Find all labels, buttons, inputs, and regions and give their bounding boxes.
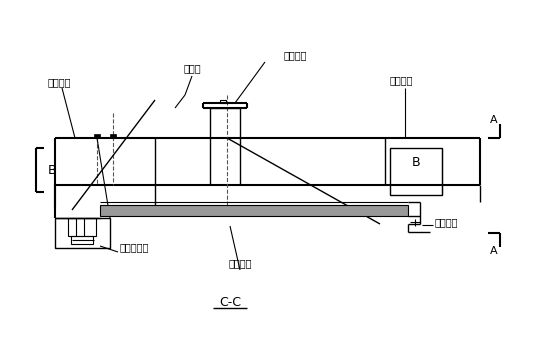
Text: C-C: C-C [219, 295, 241, 309]
Text: 液压装置: 液压装置 [228, 258, 252, 268]
Bar [68, 218, 96, 236]
Text: 已浇梁段: 已浇梁段 [48, 77, 72, 87]
Text: 待浇梁段: 待浇梁段 [390, 75, 413, 85]
Text: B: B [48, 163, 57, 176]
Text: 后锚座系统: 后锚座系统 [120, 242, 150, 252]
Bar [100, 205, 408, 216]
Bar [110, 134, 116, 138]
Bar [55, 218, 110, 248]
Bar [71, 236, 93, 244]
Text: B: B [412, 157, 421, 170]
Text: 工作平台: 工作平台 [435, 217, 459, 227]
Bar [390, 148, 442, 195]
Text: A: A [490, 115, 498, 125]
Bar [220, 100, 226, 103]
Text: 斜拉索: 斜拉索 [183, 63, 201, 73]
Text: 行走钩挂: 行走钩挂 [283, 50, 307, 60]
Bar [94, 134, 100, 138]
Text: A: A [490, 246, 498, 256]
